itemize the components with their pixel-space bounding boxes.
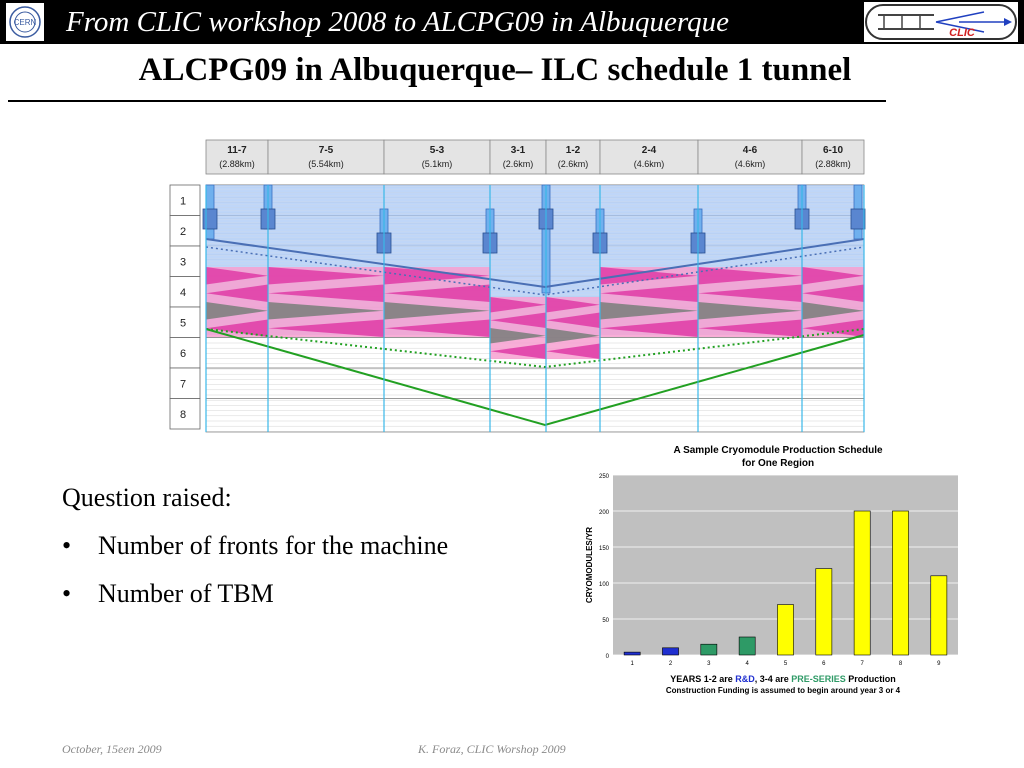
column-header-cell bbox=[801, 139, 865, 175]
column-header-cell bbox=[267, 139, 385, 175]
header-bar: CERN From CLIC workshop 2008 to ALCPG09 … bbox=[0, 0, 1024, 44]
bullet-text: Number of TBM bbox=[98, 579, 274, 608]
x-tick-label: 7 bbox=[860, 661, 864, 667]
row-label-cell bbox=[169, 306, 201, 338]
column-header-length: (2.6km) bbox=[558, 159, 589, 169]
column-header-label: 6-10 bbox=[823, 145, 843, 156]
x-tick-label: 5 bbox=[784, 661, 788, 667]
chart-bar bbox=[738, 636, 756, 656]
schedule-figure: 11-7 (2.88km) 7-5 (5.54km) 5-3 (5.1km) 3-1 (2.6… bbox=[169, 139, 866, 433]
x-tick-label: 3 bbox=[707, 661, 711, 667]
x-tick-label: 9 bbox=[937, 661, 941, 667]
chart-caption-line1: YEARS 1-2 are R&D, 3-4 are PRE-SERIES Pr… bbox=[670, 674, 896, 684]
column-header-label: 3-1 bbox=[511, 145, 526, 156]
column-header-cell bbox=[489, 139, 547, 175]
column-header-length: (2.88km) bbox=[815, 159, 851, 169]
column-header-label: 11-7 bbox=[227, 145, 247, 156]
clic-logo: CLIC bbox=[864, 2, 1018, 42]
body-intro: Question raised: bbox=[62, 483, 232, 512]
chart-bar bbox=[930, 575, 948, 656]
chart-bars bbox=[623, 510, 948, 656]
y-tick-label: 0 bbox=[606, 654, 610, 660]
chart-y-ticks: 0 50 100 150 200 250 bbox=[599, 474, 610, 660]
chart-bar bbox=[623, 651, 641, 656]
chart-bar bbox=[815, 568, 833, 656]
title-divider bbox=[8, 100, 886, 102]
row-label-cell bbox=[169, 337, 201, 369]
green-line bbox=[205, 328, 865, 427]
column-header-label: 5-3 bbox=[430, 145, 445, 156]
footer-author: K. Foraz, CLIC Worshop 2009 bbox=[418, 742, 566, 756]
footer-date: October, 15een 2009 bbox=[62, 742, 162, 756]
column-header-cell bbox=[205, 139, 269, 175]
column-header-cell bbox=[697, 139, 803, 175]
cern-logo-text: CERN bbox=[14, 18, 37, 27]
row-label: 7 bbox=[180, 378, 186, 390]
row-label: 4 bbox=[180, 287, 186, 299]
column-header-label: 7-5 bbox=[319, 145, 334, 156]
row-labels: 1 2 3 4 5 6 7 8 bbox=[169, 184, 201, 430]
bullet-item: • Number of TBM bbox=[62, 579, 274, 608]
green-dotted-line bbox=[205, 328, 865, 369]
cern-logo: CERN bbox=[6, 3, 44, 41]
row-label-cell bbox=[169, 184, 201, 216]
construction-band bbox=[206, 267, 864, 359]
slide-title: ALCPG09 in Albuquerque– ILC schedule 1 t… bbox=[138, 52, 852, 88]
y-tick-label: 50 bbox=[602, 618, 609, 624]
x-tick-label: 1 bbox=[630, 661, 634, 667]
y-tick-label: 100 bbox=[599, 582, 610, 588]
cryomodule-chart: A Sample Cryomodule Production Schedule … bbox=[585, 445, 958, 695]
row-label-cell bbox=[169, 398, 201, 430]
chart-bar bbox=[662, 647, 679, 656]
chart-caption-line2: Construction Funding is assumed to begin… bbox=[666, 686, 901, 695]
column-header-length: (4.6km) bbox=[634, 159, 665, 169]
blue-line bbox=[205, 238, 865, 289]
body-text: Question raised: • Number of fronts for t… bbox=[62, 478, 448, 622]
x-tick-label: 6 bbox=[822, 661, 826, 667]
chart-x-ticks: 1 2 3 4 5 6 7 8 9 bbox=[630, 661, 941, 667]
column-header-length: (5.54km) bbox=[308, 159, 344, 169]
column-header-label: 1-2 bbox=[566, 145, 581, 156]
chart-bar bbox=[700, 643, 718, 656]
column-header-length: (2.88km) bbox=[219, 159, 255, 169]
column-header-cell bbox=[383, 139, 491, 175]
chart-bar bbox=[777, 604, 794, 656]
x-tick-label: 4 bbox=[745, 661, 749, 667]
chart-bar bbox=[892, 510, 909, 656]
column-header-length: (2.6km) bbox=[503, 159, 534, 169]
column-headers: 11-7 (2.88km) 7-5 (5.54km) 5-3 (5.1km) 3-1 (2.6… bbox=[205, 139, 865, 175]
y-tick-label: 200 bbox=[599, 510, 610, 516]
row-label: 1 bbox=[180, 195, 186, 207]
row-label: 6 bbox=[180, 348, 186, 360]
chart-ylabel: CRYOMODULES/YR bbox=[585, 527, 594, 603]
chart-bar bbox=[853, 510, 871, 656]
y-tick-label: 150 bbox=[599, 546, 610, 552]
column-header-label: 4-6 bbox=[743, 145, 758, 156]
column-dividers bbox=[205, 185, 865, 432]
y-tick-label: 250 bbox=[599, 474, 610, 480]
row-label: 2 bbox=[180, 226, 186, 238]
row-label: 5 bbox=[180, 317, 186, 329]
column-header-label: 2-4 bbox=[642, 145, 657, 156]
row-label: 8 bbox=[180, 409, 186, 421]
row-label: 3 bbox=[180, 256, 186, 268]
clic-logo-text: CLIC bbox=[949, 27, 976, 39]
x-tick-label: 8 bbox=[899, 661, 903, 667]
column-header-length: (4.6km) bbox=[735, 159, 766, 169]
column-header-length: (5.1km) bbox=[422, 159, 453, 169]
x-tick-label: 2 bbox=[669, 661, 673, 667]
chart-title: A Sample Cryomodule Production Schedule bbox=[673, 445, 883, 456]
row-label-cell bbox=[169, 367, 201, 399]
bullet-text: Number of fronts for the machine bbox=[98, 531, 449, 560]
chart-subtitle: for One Region bbox=[742, 458, 814, 469]
bullet-item: • Number of fronts for the machine bbox=[62, 531, 449, 560]
row-label-cell bbox=[169, 215, 201, 247]
row-label-cell bbox=[169, 276, 201, 308]
header-title: From CLIC workshop 2008 to ALCPG09 in Al… bbox=[66, 6, 730, 38]
